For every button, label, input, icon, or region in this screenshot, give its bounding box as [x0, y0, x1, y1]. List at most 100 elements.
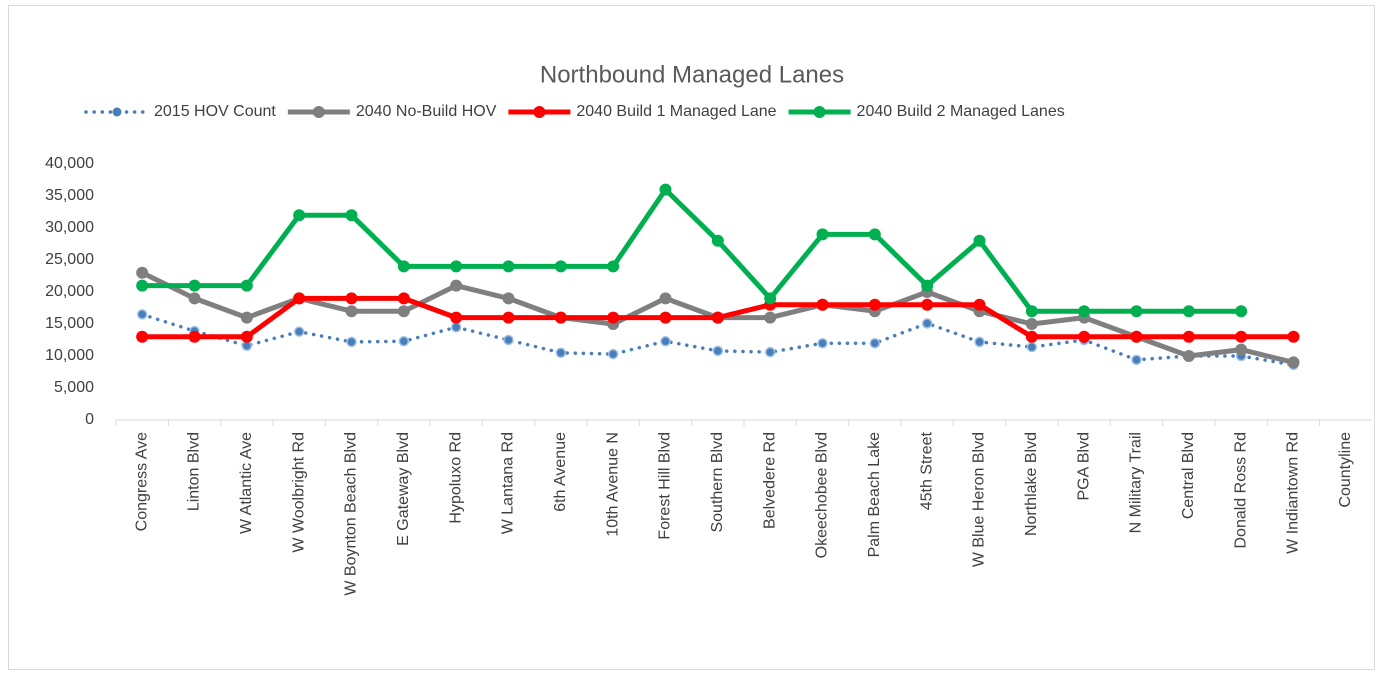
point	[659, 183, 672, 196]
point	[188, 279, 201, 292]
x-tick-label: PGA Blvd	[1075, 432, 1092, 500]
x-tick-label: Hypoluxo Rd	[447, 432, 464, 524]
point	[1130, 305, 1143, 318]
point	[1287, 356, 1300, 369]
legend-label: 2040 Build 1 Managed Lane	[576, 103, 776, 120]
point	[607, 311, 620, 324]
legend-label: 2040 No-Build HOV	[356, 103, 497, 120]
legend-marker	[312, 106, 325, 118]
point	[764, 311, 777, 324]
point	[450, 311, 463, 324]
point	[345, 292, 358, 305]
point	[240, 311, 253, 324]
x-tick-label: Donald Ross Rd	[1232, 432, 1249, 549]
point	[659, 292, 672, 305]
point	[450, 279, 463, 292]
point	[1078, 330, 1091, 343]
point	[764, 292, 777, 305]
x-tick-label: Southern Blvd	[709, 432, 726, 533]
point	[293, 209, 306, 222]
point	[1287, 330, 1300, 343]
point	[555, 347, 567, 359]
point	[869, 337, 881, 349]
point	[136, 266, 149, 279]
x-tick-label: Congress Ave	[133, 432, 150, 531]
point	[554, 260, 567, 273]
x-tick-label: Belvedere Rd	[761, 432, 778, 529]
point	[712, 345, 724, 357]
point	[397, 292, 410, 305]
point	[1025, 318, 1038, 330]
x-tick-label: 6th Avenue	[552, 432, 569, 512]
point	[868, 298, 881, 311]
point	[502, 311, 515, 324]
point	[502, 260, 515, 273]
x-tick-label: Linton Blvd	[186, 432, 203, 511]
point	[345, 305, 358, 318]
point	[450, 260, 463, 273]
x-tick-label: W Indiantown Rd	[1285, 432, 1302, 554]
legend-marker	[813, 106, 826, 118]
point	[1235, 343, 1248, 356]
legend-label: 2015 HOV Count	[154, 103, 276, 120]
point	[711, 234, 724, 247]
point	[660, 336, 671, 347]
point	[868, 228, 881, 241]
y-tick-label: 20,000	[45, 283, 94, 300]
point	[1131, 354, 1142, 366]
point	[1025, 330, 1038, 343]
point	[816, 228, 829, 241]
x-tick-label: Northlake Blvd	[1023, 432, 1040, 536]
point	[188, 292, 201, 305]
point	[1025, 305, 1038, 318]
point	[817, 337, 828, 349]
point	[1182, 350, 1195, 362]
x-tick-label: 10th Avenue N	[604, 432, 621, 537]
point	[398, 336, 410, 347]
point	[921, 279, 934, 292]
point	[293, 326, 305, 337]
point	[240, 330, 253, 343]
point	[816, 298, 829, 311]
x-tick-label: W Atlantic Ave	[238, 432, 255, 534]
y-tick-label: 5,000	[54, 379, 94, 396]
y-tick-label: 10,000	[45, 347, 94, 364]
legend-label: 2040 Build 2 Managed Lanes	[857, 103, 1065, 120]
point	[1026, 341, 1038, 353]
point	[921, 318, 933, 329]
x-tick-label: W Lantana Rd	[500, 432, 517, 534]
point	[921, 298, 934, 311]
point	[345, 209, 358, 222]
point	[973, 298, 986, 311]
point	[397, 305, 410, 318]
y-tick-label: 15,000	[45, 315, 94, 332]
point	[502, 292, 515, 305]
point	[974, 336, 985, 348]
point	[1235, 330, 1248, 343]
point	[346, 336, 357, 348]
x-tick-label: Countyline	[1337, 432, 1354, 508]
legend-marker	[112, 107, 122, 117]
point	[397, 260, 410, 273]
point	[188, 330, 201, 343]
x-tick-label: W Blue Heron Blvd	[971, 432, 988, 567]
x-tick-label: Forest Hill Blvd	[657, 432, 674, 540]
point	[503, 334, 514, 346]
point	[1078, 305, 1091, 318]
point	[240, 279, 253, 292]
chart-title: Northbound Managed Lanes	[540, 61, 844, 88]
x-tick-label: W Woolbright Rd	[290, 432, 307, 553]
x-tick-label: E Gateway Blvd	[395, 432, 412, 546]
y-tick-label: 25,000	[45, 251, 94, 268]
point	[711, 311, 724, 324]
y-tick-label: 35,000	[45, 187, 94, 204]
y-tick-label: 30,000	[45, 219, 94, 236]
point	[659, 311, 672, 324]
y-tick-label: 40,000	[45, 155, 94, 172]
x-tick-label: Okeechobee Blvd	[814, 432, 831, 558]
x-tick-label: 45th Street	[918, 431, 935, 510]
point	[1235, 305, 1248, 318]
x-tick-label: Central Blvd	[1180, 432, 1197, 519]
